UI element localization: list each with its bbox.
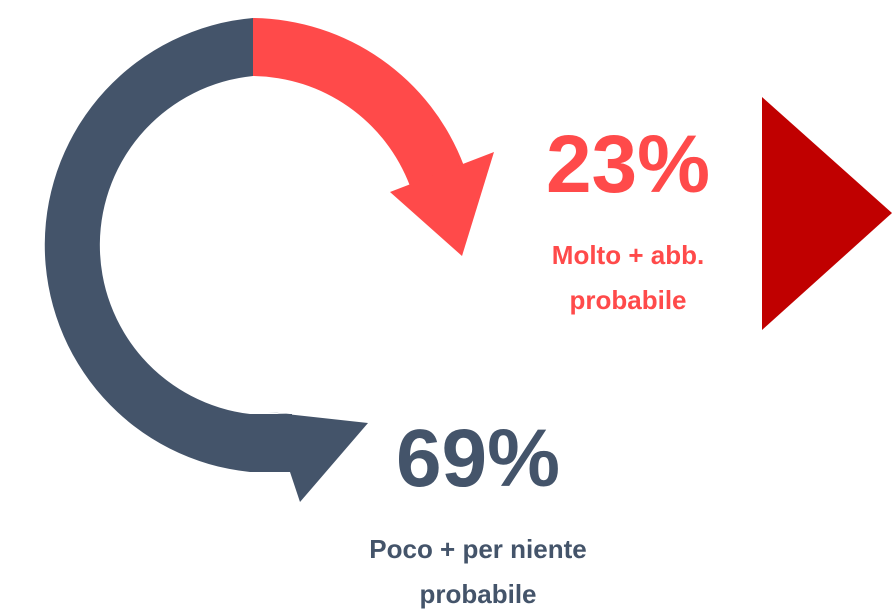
next-triangle [762,97,892,330]
percent-value: 23% [545,119,711,210]
percent-label: Molto + abb. probabile [551,240,705,315]
dark-arrowhead [268,412,368,502]
red-arrowhead [390,152,494,256]
percent-value: 69% [395,413,561,504]
red-arc [253,18,464,186]
percent-label: Poco + per niente probabile [369,534,587,609]
dark-arc [44,18,293,472]
